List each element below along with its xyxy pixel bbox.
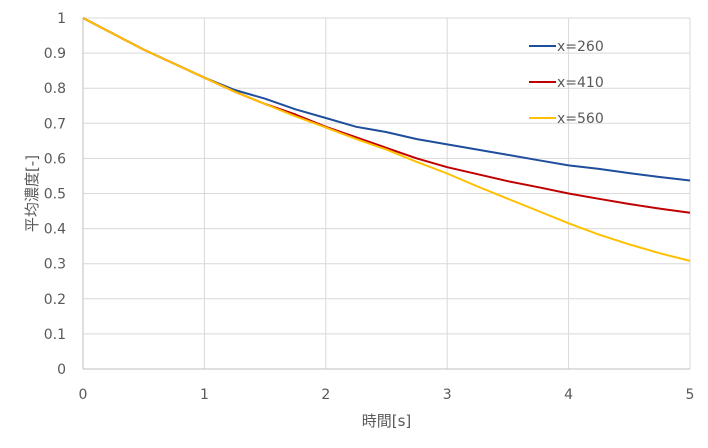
x-tick-label: 5 <box>686 387 695 403</box>
x-tick-label: 1 <box>200 387 209 403</box>
y-tick-label: 0.5 <box>44 187 66 203</box>
legend-label: x=410 <box>557 75 604 91</box>
y-tick-label: 1 <box>57 11 66 27</box>
y-tick-label: 0.6 <box>44 151 66 167</box>
series-line-2 <box>82 17 691 262</box>
y-tick-label: 0.7 <box>44 116 66 132</box>
y-tick-label: 0.9 <box>44 46 66 62</box>
x-axis-title: 時間[s] <box>362 412 412 430</box>
y-tick-label: 0.8 <box>44 81 66 97</box>
legend-label: x=260 <box>557 39 604 55</box>
y-tick-label: 0.2 <box>44 292 66 308</box>
x-tick-label: 2 <box>321 387 330 403</box>
y-axis-title: 平均濃度[-] <box>23 155 41 232</box>
legend-label: x=560 <box>557 111 604 127</box>
legend: x=260 x=410 x=560 <box>529 39 604 127</box>
y-tick-label: 0 <box>57 362 66 378</box>
y-tick-label: 0.3 <box>44 257 66 273</box>
series-lines <box>82 17 691 262</box>
y-tick-label: 0.4 <box>44 222 66 238</box>
x-tick-label: 4 <box>564 387 573 403</box>
axes: 0 0.1 0.2 0.3 0.4 0.5 0.6 0.7 0.8 0.9 1 0 1 2 3 4 5 <box>44 11 695 403</box>
x-tick-label: 3 <box>443 387 452 403</box>
x-tick-label: 0 <box>79 387 88 403</box>
y-tick-label: 0.1 <box>44 327 66 343</box>
grid-lines <box>82 17 691 370</box>
